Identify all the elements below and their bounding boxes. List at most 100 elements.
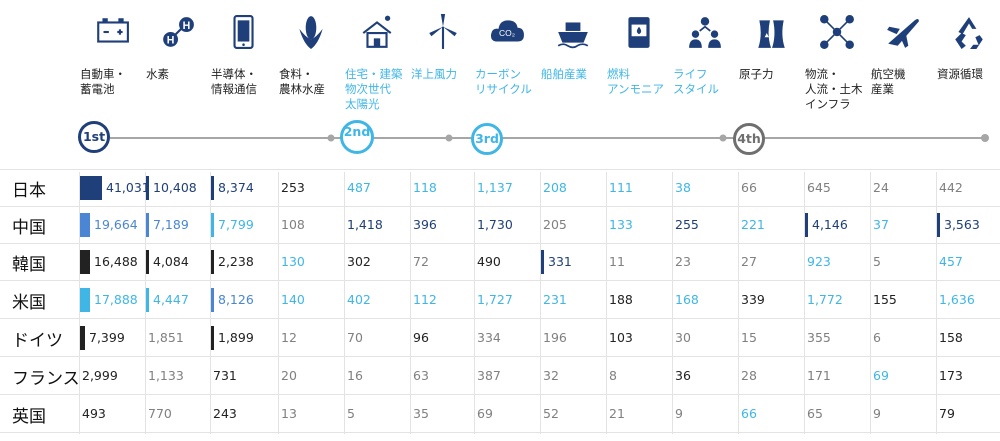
table-cell: 302: [345, 248, 411, 276]
cell-value: 7,399: [89, 330, 125, 345]
category-header: 資源循環: [937, 0, 1000, 112]
table-cell: 158: [937, 324, 1000, 352]
cell-value: 38: [675, 180, 691, 195]
category-header: 原子力: [739, 0, 805, 112]
table-cell: 6: [871, 324, 937, 352]
table-cell: 79: [937, 400, 1000, 428]
cell-value: 27: [741, 254, 757, 269]
category-label: 半導体・ 情報通信: [211, 67, 257, 96]
table-cell: 11: [607, 248, 673, 276]
table-row: 中国 19,664 7,189 7,799 108 1,418 396 1,730 205 133…: [0, 207, 1000, 244]
cell-value: 17,888: [94, 292, 138, 307]
cell-value: 65: [807, 406, 823, 421]
cell-value: 1,137: [477, 180, 513, 195]
table-cell: 1,851: [146, 324, 212, 352]
table-cell: 334: [475, 324, 541, 352]
table-cell: 5: [871, 248, 937, 276]
table-cell: 231: [541, 286, 607, 314]
cell-value: 2,238: [218, 254, 254, 269]
table-cell: 12: [279, 324, 345, 352]
cell-value: 4,146: [812, 217, 848, 232]
value-bar: [541, 250, 544, 274]
cell-value: 19,664: [94, 217, 138, 232]
country-label: 日本: [12, 181, 46, 201]
table-cell: 205: [541, 211, 607, 239]
cell-value: 36: [675, 368, 691, 383]
cell-value: 3,563: [944, 217, 980, 232]
cell-value: 23: [675, 254, 691, 269]
category-label: 資源循環: [937, 67, 983, 81]
category-label: 航空機 産業: [871, 67, 906, 96]
value-bar: [146, 250, 149, 274]
column-divider: [210, 172, 211, 434]
table-cell: 168: [673, 286, 739, 314]
cell-value: 731: [213, 368, 237, 383]
category-label: 自動車・ 蓄電池: [80, 67, 126, 96]
table-cell: 155: [871, 286, 937, 314]
cell-value: 1,851: [148, 330, 184, 345]
table-row: ドイツ 7,399 1,851 1,899 12 70 96 334 196 103 30 15 355…: [0, 320, 1000, 357]
table-cell: 27: [739, 248, 805, 276]
cell-value: 334: [477, 330, 501, 345]
nuclear-plant-icon: [758, 20, 785, 48]
table-cell: 52: [541, 400, 607, 428]
column-divider: [344, 172, 345, 434]
category-header: 自動車・ 蓄電池: [80, 0, 146, 112]
table-cell: 118: [411, 174, 477, 202]
table-cell: 2,999: [80, 362, 146, 390]
table-cell: 36: [673, 362, 739, 390]
cell-value: 118: [413, 180, 437, 195]
category-header: CO₂ カーボン リサイクル: [475, 0, 541, 112]
cell-value: 41,031: [106, 180, 150, 195]
value-bar: [937, 213, 940, 237]
table-cell: 4,146: [805, 211, 871, 239]
column-divider: [606, 172, 607, 434]
column-divider: [145, 172, 146, 434]
cell-value: 457: [939, 254, 963, 269]
stage-marker-2nd: 2nd: [340, 120, 374, 154]
value-bar: [80, 326, 85, 350]
cell-value: 69: [477, 406, 493, 421]
cell-value: 21: [609, 406, 625, 421]
value-bar: [80, 250, 90, 274]
column-divider: [278, 172, 279, 434]
wind-turbine-icon: [429, 14, 457, 49]
table-cell: 493: [80, 400, 146, 428]
cell-value: 96: [413, 330, 429, 345]
table-cell: 133: [607, 211, 673, 239]
category-label: 燃料 アンモニア: [607, 67, 665, 96]
cell-value: 487: [347, 180, 371, 195]
category-header: 住宅・建築 物次世代 太陽光: [345, 0, 411, 112]
table-cell: 65: [805, 400, 871, 428]
table-cell: 5: [345, 400, 411, 428]
cell-value: 35: [413, 406, 429, 421]
table-cell: 3,563: [937, 211, 1000, 239]
table-row: 米国 17,888 4,447 8,126 140 402 112 1,727 231 188 16…: [0, 282, 1000, 319]
value-bar: [80, 176, 102, 200]
table-cell: 24: [871, 174, 937, 202]
fuel-tank-icon: [628, 17, 650, 48]
country-label: 中国: [12, 218, 46, 238]
table-cell: 13: [279, 400, 345, 428]
cell-value: 155: [873, 292, 897, 307]
table-cell: 4,447: [146, 286, 212, 314]
column-divider: [804, 172, 805, 434]
category-header: 航空機 産業: [871, 0, 937, 112]
table-cell: 2,238: [211, 248, 277, 276]
cell-value: 1,133: [148, 368, 184, 383]
column-divider: [79, 172, 80, 434]
cell-value: 1,772: [807, 292, 843, 307]
recycle-icon: [955, 17, 983, 49]
cell-value: 130: [281, 254, 305, 269]
value-bar: [211, 176, 214, 200]
column-divider: [738, 172, 739, 434]
cell-value: 4,447: [153, 292, 189, 307]
cell-value: 103: [609, 330, 633, 345]
category-header: 洋上風力: [411, 0, 477, 112]
table-cell: 253: [279, 174, 345, 202]
table-cell: 8,126: [211, 286, 277, 314]
value-bar: [211, 250, 214, 274]
table-cell: 7,399: [80, 324, 146, 352]
table-cell: 108: [279, 211, 345, 239]
cell-value: 255: [675, 217, 699, 232]
